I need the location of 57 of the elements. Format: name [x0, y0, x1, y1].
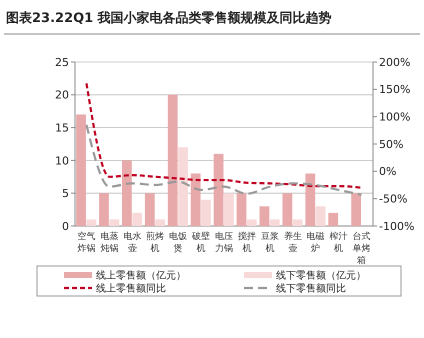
x-tick-label: 豆浆机 — [260, 231, 279, 254]
y-tick-label: 0 — [62, 220, 69, 233]
y2-tick-label: -50% — [379, 192, 408, 206]
x-tick-label: 煎烤机 — [146, 231, 164, 254]
bar — [305, 174, 316, 226]
legend-label: 线下零售额（亿元） — [276, 270, 366, 282]
x-tick-label: 搅拌机 — [238, 231, 256, 254]
bar — [270, 219, 280, 226]
y2-tick-label: 0% — [379, 165, 396, 178]
legend-label: 线上零售额（亿元） — [96, 270, 186, 282]
bar — [260, 206, 270, 226]
line-series — [85, 82, 363, 189]
bar — [214, 154, 224, 226]
bar — [109, 219, 120, 226]
bar — [282, 193, 292, 226]
x-tick-label: 空气炸锅 — [77, 231, 96, 254]
y2-tick-label: 200% — [379, 56, 410, 69]
legend-label: 线下零售额同比 — [276, 282, 346, 294]
x-tick-label: 破壁机 — [191, 231, 210, 254]
x-tick-label: 电蒸炖锅 — [100, 231, 118, 254]
bar — [76, 114, 86, 226]
bar — [236, 193, 246, 226]
bar — [86, 219, 96, 226]
y2-tick-label: 50% — [379, 138, 404, 151]
y-tick-label: 10 — [55, 154, 69, 168]
bar — [201, 200, 211, 226]
y-tick-label: 5 — [62, 187, 69, 200]
bar — [168, 94, 178, 226]
x-tick-label: 电水壶 — [123, 231, 142, 254]
x-tick-label: 电磁炉 — [306, 231, 325, 254]
bar — [99, 193, 109, 226]
bar — [246, 219, 257, 226]
x-tick-label: 电压力锅 — [215, 231, 233, 254]
bar — [190, 174, 201, 226]
y-tick-label: 20 — [55, 88, 69, 102]
bar — [178, 147, 188, 226]
bar — [292, 219, 303, 226]
bar — [224, 193, 234, 226]
legend-label: 线上零售额同比 — [96, 282, 166, 294]
bar — [351, 193, 362, 226]
chart-title: 图表23.22Q1 我国小家电各品类零售额规模及同比趋势 — [6, 10, 332, 26]
line-series — [85, 124, 363, 196]
y-tick-label: 15 — [55, 121, 69, 134]
y2-tick-label: 150% — [379, 83, 410, 96]
bar — [155, 219, 166, 226]
x-tick-label: 台式单烤箱 — [352, 231, 371, 266]
bar — [316, 206, 326, 226]
y2-tick-label: 100% — [379, 110, 410, 124]
x-tick-label: 养生壶 — [284, 231, 302, 254]
bar — [132, 212, 142, 226]
x-tick-label: 榨汁机 — [330, 231, 348, 254]
y-tick-label: 25 — [55, 56, 69, 69]
y2-tick-label: -100% — [379, 220, 414, 233]
bar — [144, 193, 155, 226]
bar — [328, 212, 338, 226]
bar — [122, 160, 132, 226]
x-tick-label: 电饭煲 — [169, 231, 188, 254]
